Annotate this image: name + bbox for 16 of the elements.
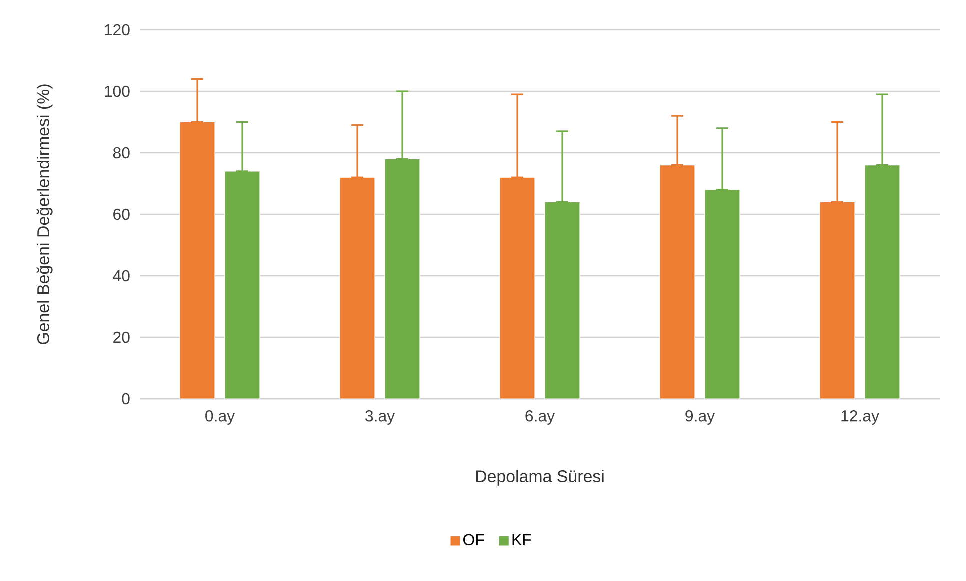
y-tick-label: 0 — [122, 393, 130, 405]
x-tick-label: 3.ay — [366, 410, 396, 425]
y-tick-label: 40 — [113, 270, 130, 282]
y-tick-label: 20 — [114, 332, 130, 344]
y-tick-label: 120 — [105, 24, 130, 36]
x-tick-label: 6.ay — [526, 410, 556, 425]
x-tick-label: 0.ay — [206, 410, 236, 425]
x-tick-label: 12.ay — [842, 410, 880, 425]
x-tick-label: 9.ay — [686, 410, 716, 425]
y-tick-label: 80 — [113, 147, 130, 159]
legend-label: KF — [512, 534, 532, 546]
legend-label: OF — [464, 534, 484, 546]
y-axis-title: Genel Beğeni Değerlendirmesi (%) — [36, 84, 53, 344]
y-tick-label: 60 — [114, 208, 130, 220]
y-tick-label: 100 — [105, 86, 130, 98]
x-axis-title: Depolama Süresi — [476, 470, 604, 486]
